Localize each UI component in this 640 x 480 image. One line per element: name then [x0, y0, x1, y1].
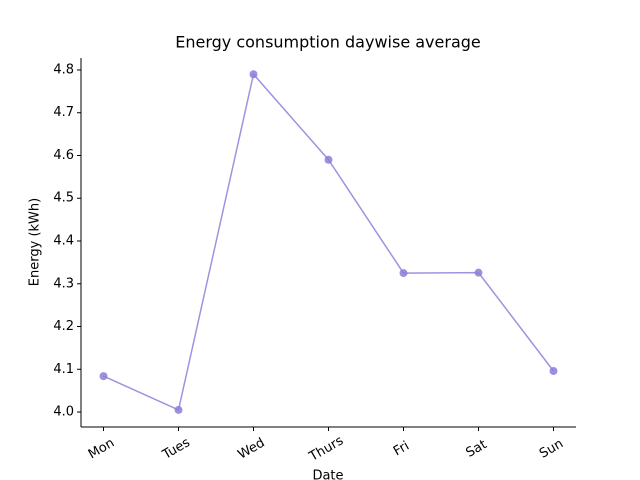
- y-tick-label: 4.2: [53, 319, 74, 334]
- data-point: [324, 155, 333, 164]
- data-point: [99, 372, 108, 381]
- data-point: [249, 70, 258, 79]
- y-axis-label: Energy (kWh): [28, 198, 43, 286]
- chart-title: Energy consumption daywise average: [175, 33, 481, 52]
- y-tick-label: 4.3: [53, 276, 74, 291]
- y-tick-label: 4.0: [53, 405, 74, 420]
- y-tick-label: 4.6: [53, 148, 74, 163]
- data-point: [474, 268, 483, 277]
- y-tick-label: 4.4: [53, 234, 74, 249]
- x-axis-label: Date: [312, 469, 343, 480]
- y-tick-label: 4.1: [53, 362, 74, 377]
- y-tick-label: 4.5: [53, 191, 74, 206]
- y-tick-label: 4.7: [53, 105, 74, 120]
- x-tick-label: Fri: [391, 439, 412, 460]
- data-point: [399, 269, 408, 278]
- y-tick-label: 4.8: [53, 62, 74, 77]
- data-point: [549, 366, 558, 375]
- data-point: [174, 405, 183, 414]
